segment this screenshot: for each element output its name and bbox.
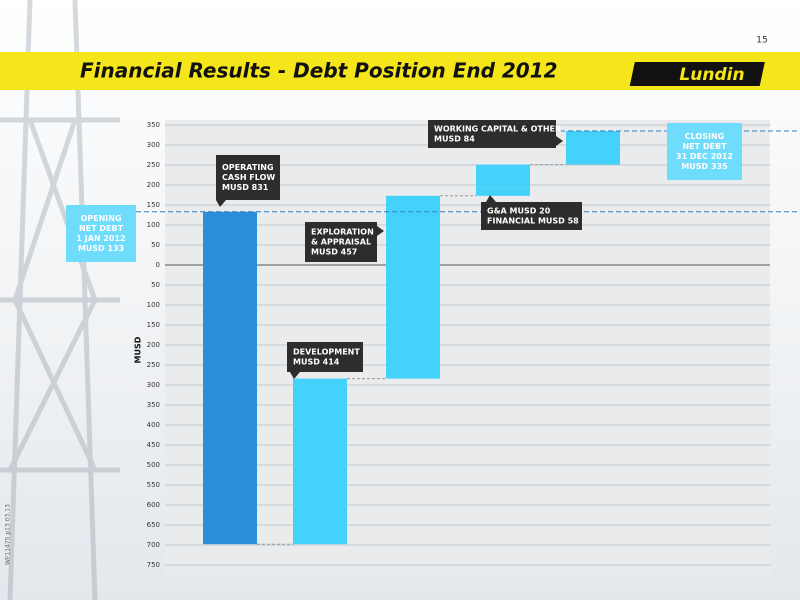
annotation-text: DEVELOPMENT (293, 348, 360, 357)
annotation-text: MUSD 457 (311, 248, 357, 257)
title: Financial Results - Debt Position End 20… (80, 59, 558, 83)
y-tick-label: 500 (147, 461, 160, 469)
bar (203, 211, 257, 545)
annotation-text: EXPLORATION (311, 228, 374, 237)
annotation-text: FINANCIAL MUSD 58 (487, 217, 579, 226)
y-tick-label: 600 (147, 501, 160, 509)
pointer (290, 372, 300, 379)
y-tick-label: 200 (147, 181, 160, 189)
y-tick-label: 650 (147, 521, 160, 529)
pointer (377, 226, 384, 236)
annotation-text: CASH FLOW (222, 173, 275, 182)
annotation-text: 31 DEC 2012 (676, 152, 733, 161)
y-tick-label: 750 (147, 561, 160, 569)
annotation-text: MUSD 84 (434, 135, 475, 144)
bar (566, 131, 620, 165)
annotation-box (305, 222, 377, 262)
annotation-box (428, 120, 556, 148)
logo: Lundin (679, 65, 744, 85)
y-tick-label: 350 (147, 401, 160, 409)
y-tick-label: 50 (151, 281, 160, 289)
y-tick-label: 300 (147, 381, 160, 389)
annotation-box (287, 342, 363, 372)
annotation-box (481, 202, 582, 230)
logo-box (629, 62, 765, 86)
annotation-text: OPERATING (222, 163, 274, 172)
annotation-text: G&A MUSD 20 (487, 207, 551, 216)
annotation-text: NET DEBT (682, 142, 727, 151)
y-tick-label: 300 (147, 141, 160, 149)
annotation-text: OPENING (80, 214, 121, 223)
y-tick-label: 550 (147, 481, 160, 489)
pointer (486, 195, 496, 202)
annotation-text: MUSD 133 (78, 244, 124, 253)
annotation-box (66, 205, 136, 262)
y-tick-label: 400 (147, 421, 160, 429)
page-number: 15 (756, 36, 767, 46)
y-tick-label: 150 (147, 321, 160, 329)
y-tick-label: 250 (147, 161, 160, 169)
bar (476, 164, 530, 188)
y-tick-label: 50 (151, 241, 160, 249)
y-tick-label: 150 (147, 201, 160, 209)
y-tick-label: 100 (147, 221, 160, 229)
rig-silhouette (0, 0, 120, 600)
annotation-text: NET DEBT (79, 224, 124, 233)
y-tick-label: 100 (147, 301, 160, 309)
annotation-text: WORKING CAPITAL & OTHER (434, 125, 561, 134)
y-tick-label: 350 (147, 121, 160, 129)
annotation-text: MUSD 335 (681, 162, 728, 171)
bar (293, 378, 347, 545)
pointer (216, 200, 226, 207)
pointer (556, 136, 563, 146)
y-tick-label: 200 (147, 341, 160, 349)
annotation-text: MUSD 831 (222, 183, 269, 192)
y-tick-label: 700 (147, 541, 160, 549)
y-tick-label: 250 (147, 361, 160, 369)
annotation-box (667, 123, 742, 180)
y-tick-label: 450 (147, 441, 160, 449)
annotation-text: & APPRAISAL (311, 238, 371, 247)
annotation-text: MUSD 414 (293, 358, 340, 367)
annotation-text: CLOSING (685, 132, 724, 141)
bar (476, 187, 530, 196)
y-tick-label: 0 (156, 261, 160, 269)
y-axis-label: MUSD (134, 336, 143, 363)
side-code: WF11475 p13 03.13 (5, 504, 12, 565)
annotation-box (216, 155, 280, 200)
annotation-text: 1 JAN 2012 (76, 234, 125, 243)
bar (386, 195, 440, 379)
